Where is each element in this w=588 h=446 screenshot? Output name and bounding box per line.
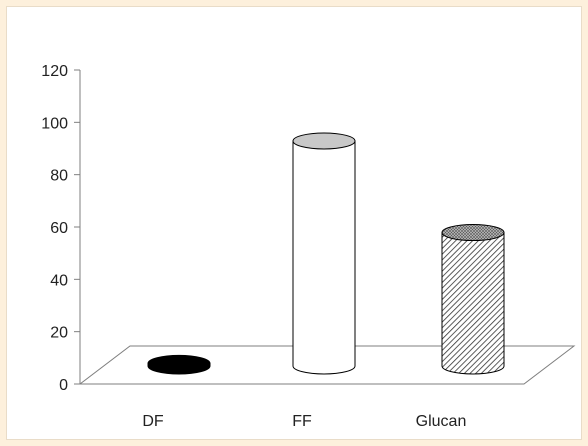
y-tick-label: 120 — [41, 63, 68, 80]
bar-body — [441, 232, 505, 375]
y-tick-label: 100 — [41, 115, 68, 132]
bar-top — [441, 224, 505, 242]
y-tick-label: 80 — [50, 168, 68, 185]
bar-top — [292, 132, 356, 150]
y-tick-label: 40 — [50, 272, 68, 289]
bar-ff — [292, 132, 356, 375]
x-category-label: DF — [142, 413, 164, 430]
x-category-label: Glucan — [416, 413, 467, 430]
x-axis-labels: DF FF Glucan — [142, 413, 466, 430]
y-axis-ticks: 0 20 40 60 80 100 120 — [41, 63, 80, 394]
y-tick-label: 0 — [59, 377, 68, 394]
bar-body — [292, 140, 356, 375]
x-category-label: FF — [292, 413, 312, 430]
y-tick-label: 60 — [50, 220, 68, 237]
y-tick-label: 20 — [50, 325, 68, 342]
bar-top — [147, 354, 211, 372]
bar-glucan — [441, 224, 505, 375]
bar-df — [147, 354, 211, 375]
bars — [147, 132, 505, 375]
